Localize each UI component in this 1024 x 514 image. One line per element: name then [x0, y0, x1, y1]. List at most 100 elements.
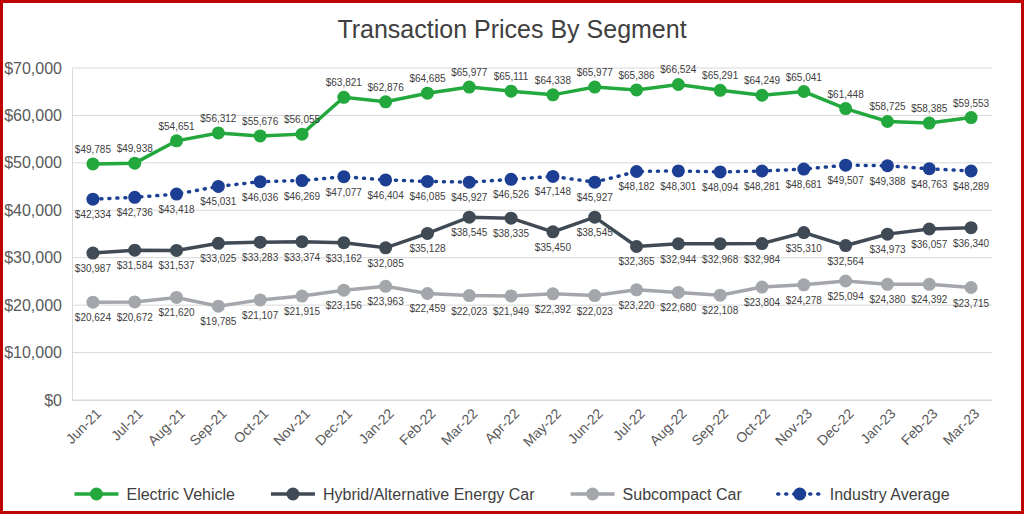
data-label: $42,334 [75, 209, 112, 220]
point [546, 170, 559, 183]
data-label: $65,041 [786, 72, 823, 83]
data-label: $32,944 [660, 254, 697, 265]
legend-item: Industry Average [778, 486, 950, 503]
point [212, 300, 225, 313]
x-tick-label: Oct-21 [230, 405, 271, 446]
point [505, 85, 518, 98]
data-label: $24,278 [786, 295, 823, 306]
point [965, 111, 978, 124]
data-label: $62,876 [368, 82, 405, 93]
x-tick: Sep-22 [688, 400, 731, 449]
y-tick: $50,000 [4, 154, 72, 171]
series [86, 274, 977, 312]
data-label: $56,312 [200, 113, 237, 124]
data-label: $38,545 [577, 227, 614, 238]
data-label: $47,148 [535, 186, 572, 197]
data-label: $35,128 [409, 243, 446, 254]
data-label: $45,927 [577, 192, 614, 203]
x-tick: May-22 [520, 400, 564, 450]
data-label: $33,025 [200, 253, 237, 264]
x-tick-label: Apr-22 [481, 405, 522, 446]
x-tick-label: Dec-21 [312, 405, 355, 448]
x-tick: Sep-21 [186, 400, 229, 449]
data-label: $20,624 [75, 312, 112, 323]
point [756, 89, 769, 102]
point [797, 226, 810, 239]
data-label: $48,094 [702, 182, 739, 193]
y-axis-line [72, 69, 73, 401]
point [881, 278, 894, 291]
point [839, 159, 852, 172]
data-label: $23,963 [368, 296, 405, 307]
point [128, 295, 141, 308]
point [881, 115, 894, 128]
data-label: $43,418 [158, 204, 195, 215]
x-tick-label: Jan-22 [355, 405, 397, 447]
x-tick: Jun-22 [564, 400, 606, 447]
point [212, 180, 225, 193]
data-label: $30,987 [75, 263, 112, 274]
x-tick-label: Jul-21 [108, 405, 146, 443]
point [714, 84, 727, 97]
data-label: $45,927 [451, 192, 488, 203]
point [254, 293, 267, 306]
series [86, 211, 977, 260]
point [128, 157, 141, 170]
x-tick: Mar-22 [438, 400, 481, 448]
point [296, 290, 309, 303]
data-label: $38,335 [493, 228, 530, 239]
data-label: $23,804 [744, 297, 781, 308]
point [379, 241, 392, 254]
point [296, 235, 309, 248]
legend-label: Subcompact Car [623, 486, 743, 503]
data-label: $32,365 [618, 256, 655, 267]
x-tick-label: Jun-21 [63, 405, 105, 447]
y-tick-label: $60,000 [4, 107, 62, 124]
data-label: $64,685 [409, 73, 446, 84]
data-label: $65,977 [577, 67, 614, 78]
data-label: $66,524 [660, 64, 697, 75]
point [296, 174, 309, 187]
data-label: $46,036 [242, 192, 279, 203]
x-tick: Aug-22 [646, 400, 689, 449]
series-line [93, 217, 971, 253]
point [505, 212, 518, 225]
point [170, 134, 183, 147]
x-tick-label: Jul-22 [610, 405, 648, 443]
legend-label: Electric Vehicle [126, 486, 235, 503]
point [630, 83, 643, 96]
data-label: $55,676 [242, 116, 279, 127]
data-label: $32,968 [702, 254, 739, 265]
point [128, 244, 141, 257]
point [881, 159, 894, 172]
point [86, 296, 99, 309]
data-label: $22,459 [409, 303, 446, 314]
data-label: $46,085 [409, 191, 446, 202]
x-tick-label: Jan-23 [857, 405, 899, 447]
point [756, 165, 769, 178]
point [421, 227, 434, 240]
point [379, 280, 392, 293]
x-tick-label: Oct-22 [732, 405, 773, 446]
data-label: $46,269 [284, 191, 321, 202]
series [86, 78, 977, 170]
data-label: $21,949 [493, 306, 530, 317]
data-label: $63,821 [326, 77, 363, 88]
x-tick: Oct-21 [230, 400, 271, 446]
data-label: $22,392 [535, 304, 572, 315]
point [86, 247, 99, 260]
point [463, 211, 476, 224]
data-label: $32,085 [368, 258, 405, 269]
data-label: $48,182 [618, 181, 655, 192]
frame [2, 2, 1023, 513]
x-tick-label: May-22 [520, 405, 564, 449]
data-label: $64,338 [535, 75, 572, 86]
x-tick: Nov-21 [270, 400, 313, 449]
y-tick-label: $50,000 [4, 154, 62, 171]
data-label: $25,094 [828, 291, 865, 302]
data-label: $49,938 [117, 143, 154, 154]
plot-marks [86, 78, 977, 313]
point [170, 291, 183, 304]
point [588, 81, 601, 94]
x-tick: Apr-22 [481, 400, 522, 446]
